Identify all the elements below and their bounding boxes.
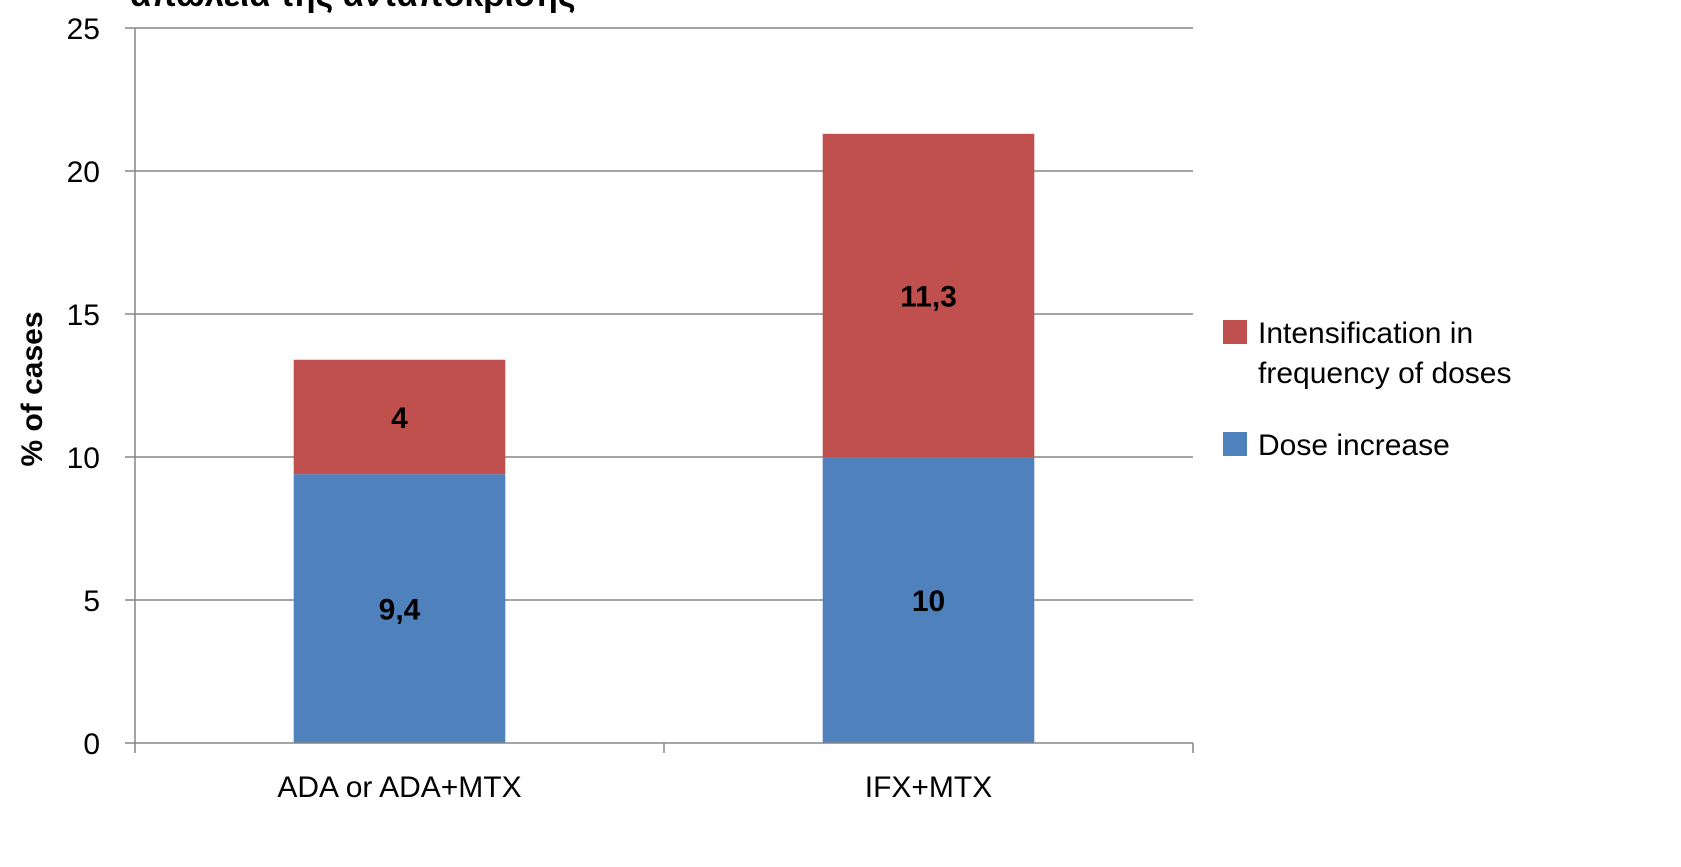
legend: Intensification in frequency of doses Dose… bbox=[1223, 317, 1512, 462]
y-tick-label-4: 20 bbox=[67, 156, 100, 189]
data-label-0-series-1: 4 bbox=[391, 402, 408, 435]
legend-label-line-1-0: Intensification in bbox=[1258, 317, 1473, 350]
x-tick-label-0: ADA or ADA+MTX bbox=[277, 771, 521, 804]
y-tick-label-1: 5 bbox=[83, 585, 100, 618]
legend-label-1: Intensification in frequency of doses bbox=[1258, 317, 1512, 390]
legend-swatch-0 bbox=[1223, 432, 1247, 456]
legend-label-line-1-1: frequency of doses bbox=[1258, 357, 1512, 390]
bar-1-series-1 bbox=[822, 133, 1035, 457]
bars bbox=[293, 133, 1035, 743]
y-tick-label-0: 0 bbox=[83, 728, 100, 761]
y-axis-title: % of cases bbox=[16, 311, 49, 466]
bar-1-series-0 bbox=[822, 457, 1035, 743]
legend-swatch-1 bbox=[1223, 320, 1247, 344]
chart-title: απώλεια της ανταπόκρισης bbox=[130, 0, 576, 14]
x-tick-label-1: IFX+MTX bbox=[865, 771, 993, 804]
legend-label-0: Dose increase bbox=[1258, 429, 1450, 462]
data-label-0-series-0: 9,4 bbox=[379, 594, 421, 627]
axes bbox=[125, 27, 1194, 753]
y-tick-label-3: 15 bbox=[67, 299, 100, 332]
data-labels: 9,4 4 10 11,3 bbox=[379, 280, 957, 626]
y-tick-label-5: 25 bbox=[67, 13, 100, 46]
chart-title-group: απώλεια της ανταπόκρισης bbox=[130, 0, 576, 14]
x-tick-labels: ADA or ADA+MTX IFX+MTX bbox=[277, 771, 992, 804]
data-label-1-series-0: 10 bbox=[912, 585, 945, 618]
y-tick-labels: 0 5 10 15 20 25 bbox=[67, 13, 100, 761]
y-tick-label-2: 10 bbox=[67, 442, 100, 475]
data-label-1-series-1: 11,3 bbox=[900, 280, 957, 313]
legend-label-line-0-0: Dose increase bbox=[1258, 429, 1450, 462]
bar-0-series-1 bbox=[293, 359, 506, 475]
bar-0-series-0 bbox=[293, 474, 506, 743]
